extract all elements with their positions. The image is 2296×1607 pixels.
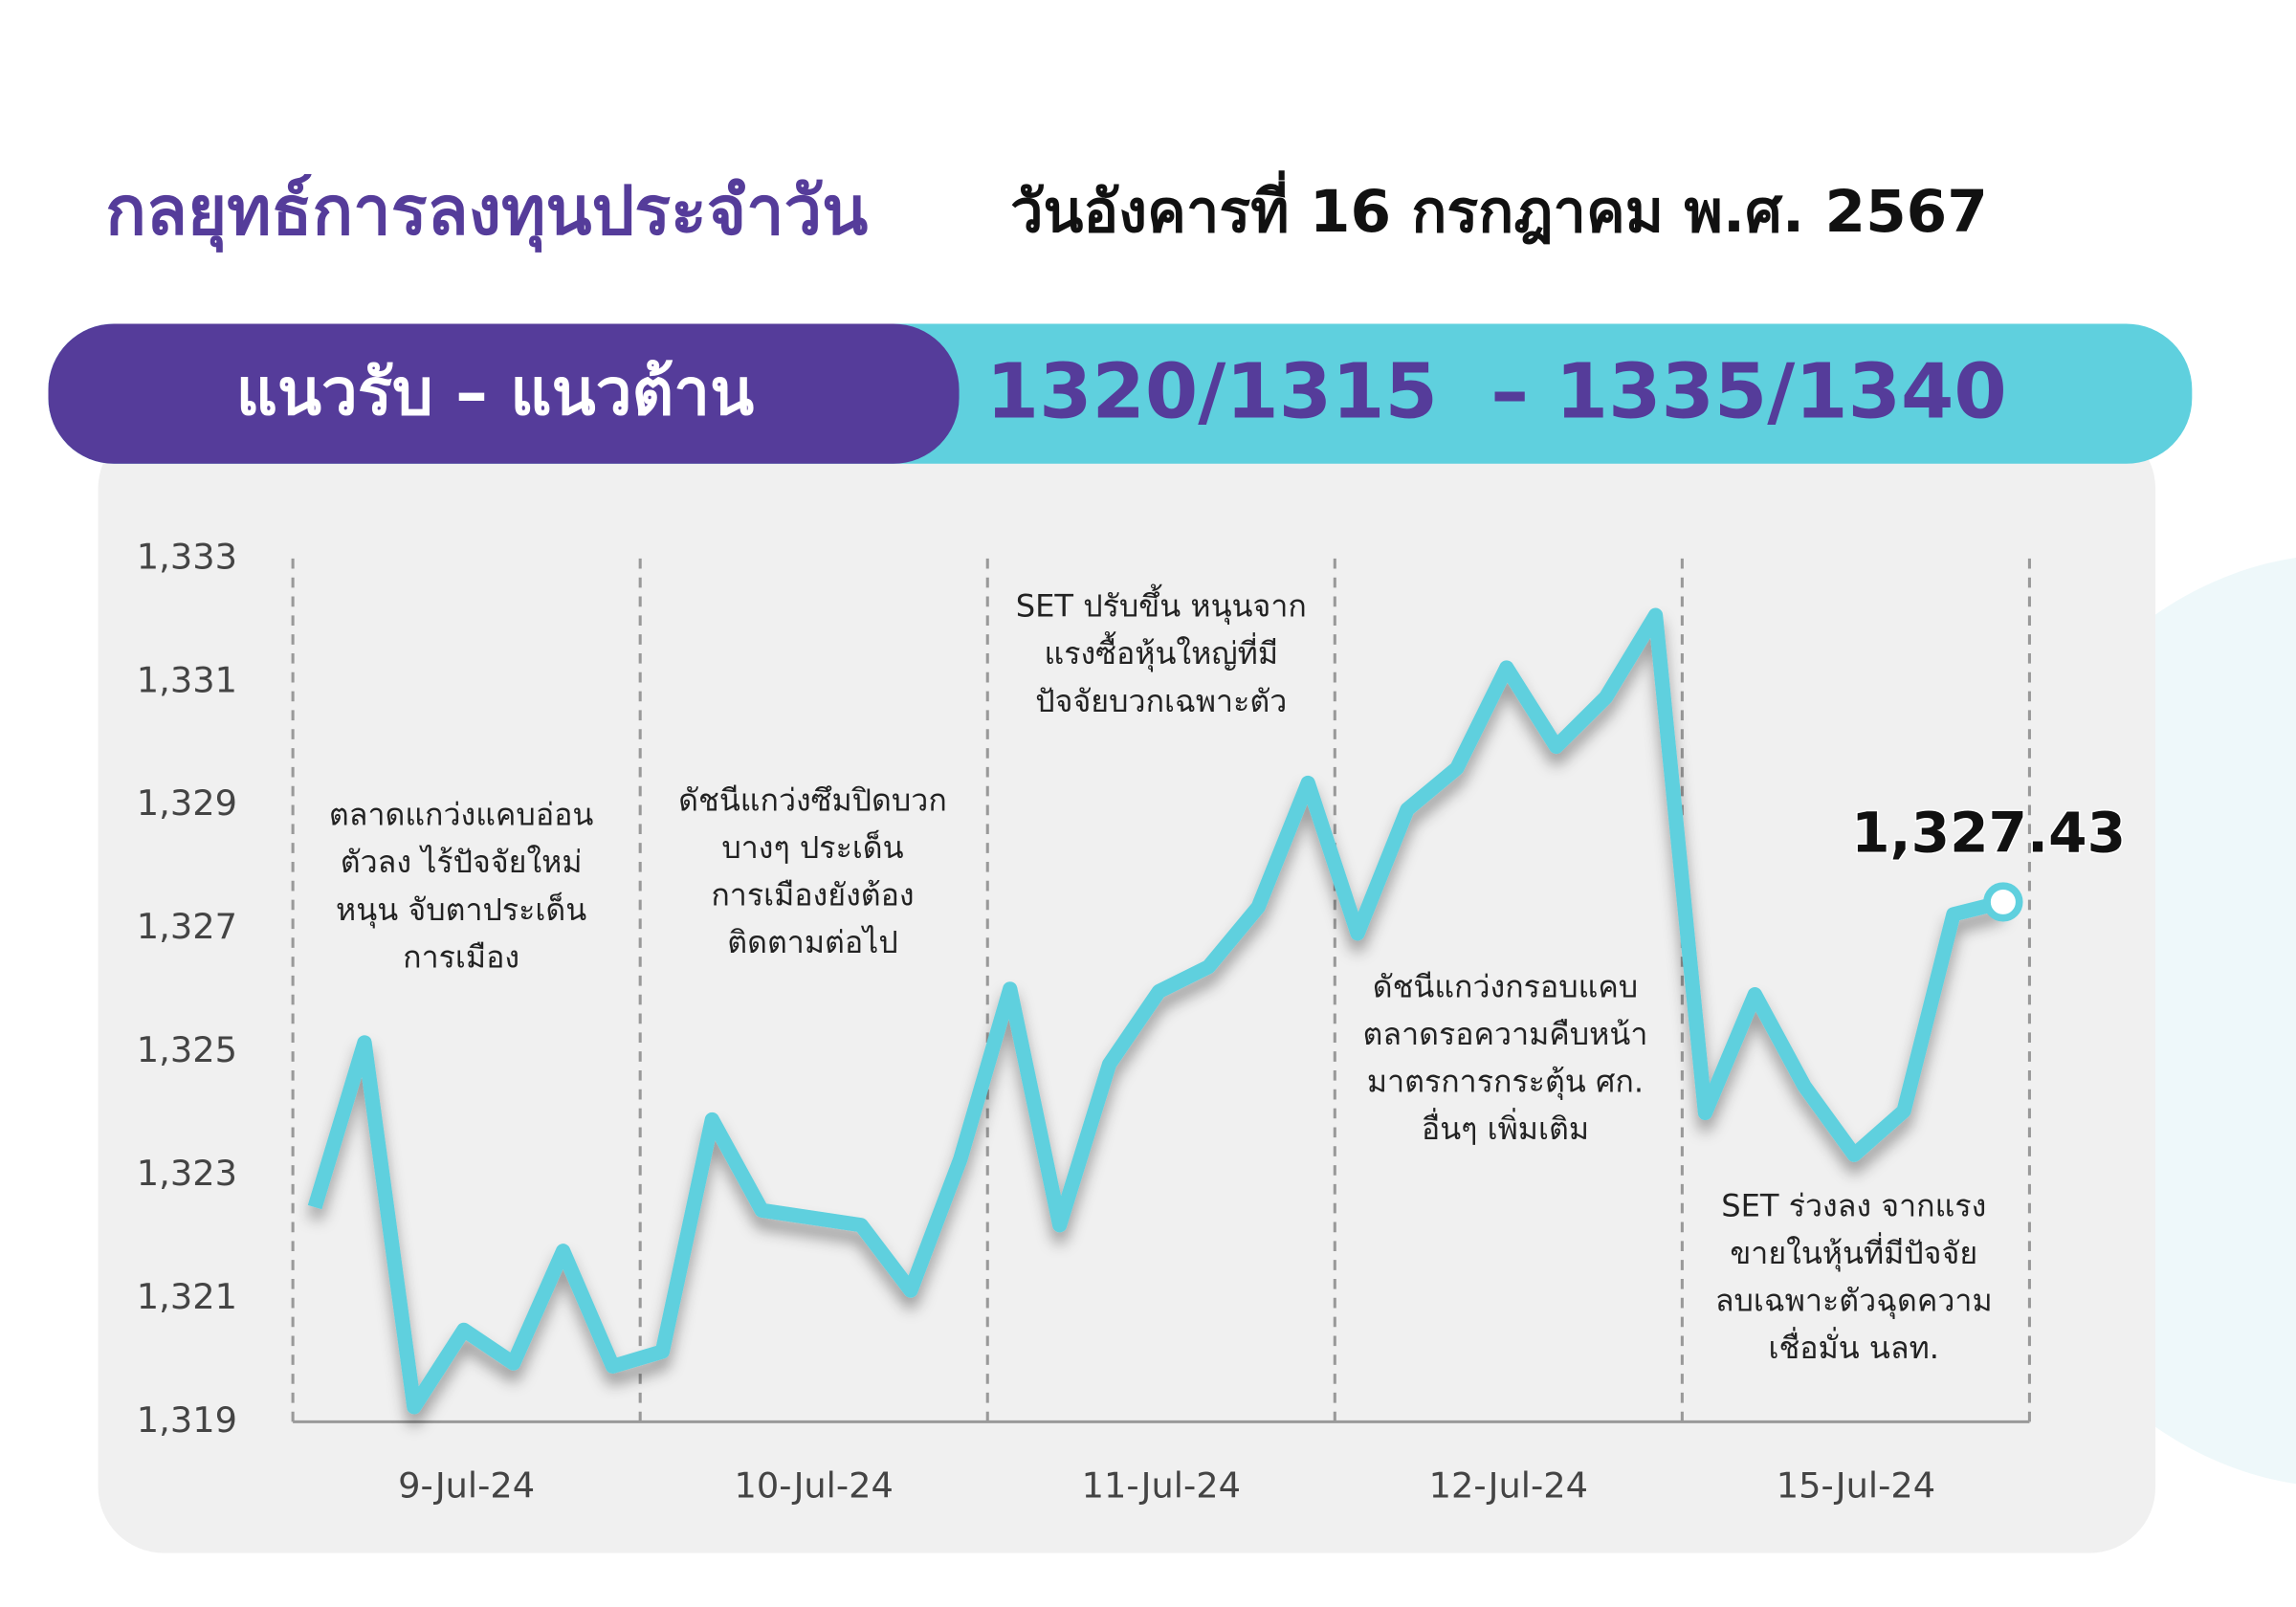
y-tick-label: 1,325 xyxy=(137,1029,237,1070)
annotation: การเมืองยังต้อง xyxy=(711,877,914,914)
x-tick-label: 10-Jul-24 xyxy=(735,1465,894,1507)
y-tick-label: 1,319 xyxy=(137,1399,237,1441)
y-tick-label: 1,333 xyxy=(137,536,237,577)
annotation: มาตรการกระตุ้น ศก. xyxy=(1367,1064,1644,1101)
y-tick-label: 1,323 xyxy=(137,1153,237,1194)
y-tick-label: 1,327 xyxy=(137,906,237,947)
annotation: ดัชนีแกว่งกรอบแคบ xyxy=(1373,969,1639,1005)
annotation: ตลาดแกว่งแคบอ่อน xyxy=(329,797,594,833)
annotation: หนุน จับตาประเด็น xyxy=(336,892,586,929)
annotation: อื่นๆ เพิ่มเติม xyxy=(1422,1108,1589,1147)
title: กลยุทธ์การลงทุนประจำวัน xyxy=(105,172,868,253)
annotation: SET ปรับขึ้น หนุนจาก xyxy=(1016,584,1307,626)
last-label: 1,327.43 xyxy=(1851,801,2126,866)
annotation: ติดตามต่อไป xyxy=(727,924,898,960)
y-tick-label: 1,321 xyxy=(137,1276,237,1317)
annotation: SET ร่วงลง จากแรง xyxy=(1721,1187,1986,1223)
x-tick-label: 11-Jul-24 xyxy=(1082,1465,1241,1507)
x-tick-label: 12-Jul-24 xyxy=(1429,1465,1588,1507)
series-line xyxy=(307,607,2005,1415)
plot: 1,319 1,321 1,323 1,325 1,327 1,329 1,331 1,333… xyxy=(137,536,2128,1507)
panel xyxy=(98,423,2156,1553)
annotation: บางๆ ประเด็น xyxy=(721,829,903,866)
date: วันอังคารที่ 16 กรกฎาคม พ.ศ. 2567 xyxy=(1010,170,1988,246)
x-tick-label: 9-Jul-24 xyxy=(398,1465,535,1507)
x-tick-label: 15-Jul-24 xyxy=(1777,1465,1935,1507)
last-point xyxy=(1983,882,2023,922)
band-bar xyxy=(48,323,960,464)
band-label: แนวรับ – แนวต้าน xyxy=(236,355,755,429)
annotation: แรงซื้อหุ้นใหญ่ที่มี xyxy=(1045,631,1278,672)
annotation: ลบเฉพาะตัวฉุดความ xyxy=(1715,1282,1993,1319)
y-tick-label: 1,331 xyxy=(137,659,237,700)
annotation: ปัจจัยบวกเฉพาะตัว xyxy=(1035,683,1287,719)
annotation: ตัวลง ไร้ปัจจัยใหม่ xyxy=(341,844,583,880)
y-tick-label: 1,329 xyxy=(137,782,237,824)
annotation: ตลาดรอความคืบหน้า xyxy=(1363,1016,1648,1052)
levels: 1320/1315 – 1335/1340 xyxy=(986,347,2007,436)
annotation: การเมือง xyxy=(403,938,519,975)
annotation: เชื่อมั่น นลท. xyxy=(1769,1327,1939,1366)
annotation: ดัชนีแกว่งซึมปิดบวก xyxy=(678,782,947,819)
annotation: ขายในหุ้นที่มีปัจจัย xyxy=(1730,1232,1977,1272)
